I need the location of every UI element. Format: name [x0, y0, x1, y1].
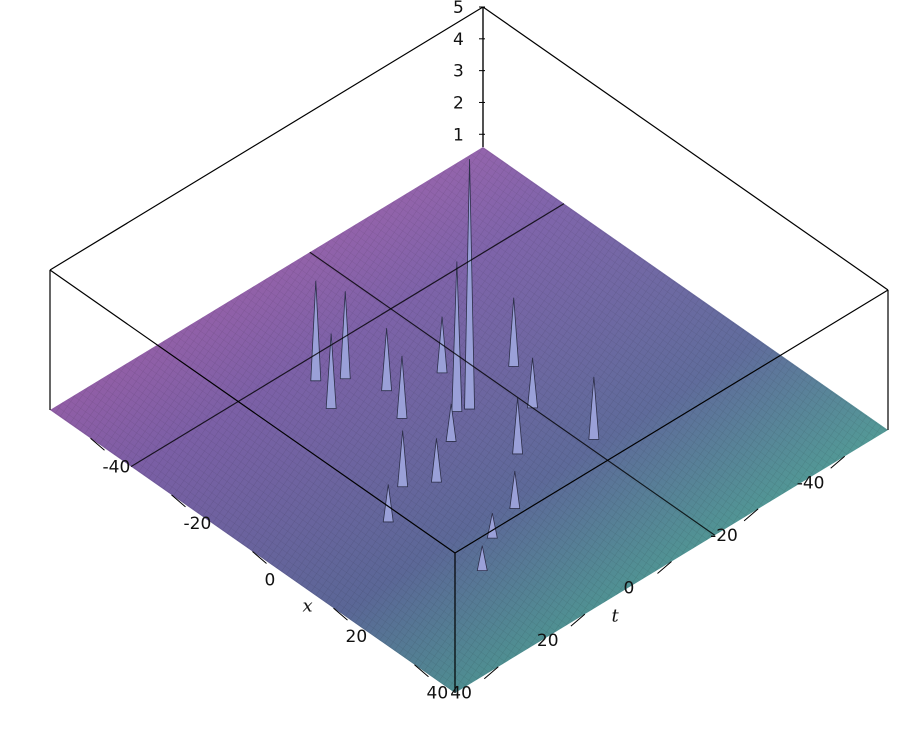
- surface: [50, 147, 888, 693]
- z-tick-label: 1: [453, 125, 464, 145]
- t-tick: [743, 508, 759, 522]
- t-tick-label: -20: [710, 526, 738, 546]
- peak: [512, 397, 524, 455]
- peak: [509, 471, 521, 509]
- surface-shade: [50, 147, 888, 693]
- z-tick-label: 3: [453, 62, 464, 82]
- peak: [382, 484, 394, 523]
- peak: [464, 159, 475, 410]
- box-edge: [482, 6, 889, 291]
- t-tick-label: 0: [624, 579, 635, 599]
- bounding-box-front: [49, 6, 889, 693]
- box-edge: [49, 269, 456, 554]
- x-tick: [252, 551, 267, 564]
- peak: [588, 376, 600, 440]
- x-tick: [414, 664, 429, 678]
- t-tick-label: 20: [537, 631, 559, 651]
- t-tick-label: 40: [450, 684, 472, 704]
- peaks: [310, 159, 600, 572]
- x-axis-label: x: [303, 596, 313, 617]
- axes: 1 2 3 4 5 -40 -20 0 20 40 t -40 -20 0 20 40 x: [90, 0, 846, 704]
- box-edge: [454, 289, 889, 554]
- t-tick: [657, 561, 672, 574]
- z-tick-label: 5: [453, 0, 464, 18]
- x-tick: [90, 437, 105, 451]
- peak: [476, 545, 488, 572]
- x-tick-label: 0: [265, 571, 276, 591]
- peak: [451, 261, 463, 412]
- x-tick: [333, 607, 348, 621]
- z-tick-label: 2: [453, 93, 464, 113]
- peak: [397, 430, 409, 488]
- x-tick-label: 20: [346, 627, 368, 647]
- peak: [396, 355, 408, 419]
- t-axis-label: t: [612, 606, 620, 627]
- peak: [445, 403, 457, 442]
- peak: [431, 438, 442, 483]
- x-tick: [171, 494, 186, 508]
- x-tick-label: -20: [184, 514, 212, 534]
- t-tick: [830, 455, 846, 469]
- x-tick-label: 40: [427, 684, 449, 704]
- z-tick-label: 4: [453, 30, 464, 50]
- box-edge: [49, 6, 484, 271]
- surface-line: [309, 251, 716, 536]
- t-tick: [483, 666, 499, 680]
- peak: [381, 328, 393, 392]
- x-tick-label: -40: [103, 457, 131, 477]
- surface-line: [130, 203, 565, 468]
- t-tick-label: -40: [797, 473, 825, 493]
- peak: [508, 297, 520, 367]
- peak: [325, 333, 337, 409]
- t-tick: [570, 613, 586, 627]
